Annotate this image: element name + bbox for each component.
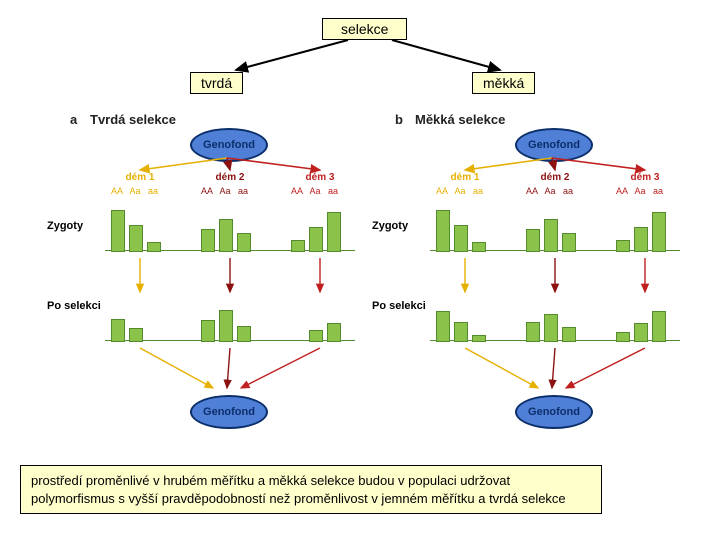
panel-b-po-dem3-bar3 bbox=[652, 311, 666, 342]
panel-a-po-dem1-bar1 bbox=[111, 319, 125, 342]
panel-b-zygoty-dem3-bar1 bbox=[616, 240, 630, 253]
panel-a-dem2-geno-Aa: Aa bbox=[219, 186, 231, 196]
panel-b-po-dem1-bar2 bbox=[454, 322, 468, 342]
panel-b-arrow-po-bot-1 bbox=[465, 348, 538, 388]
panel-a-zygoty-dem3-bar1 bbox=[291, 240, 305, 253]
panel-b-dem1-label: dém 1 bbox=[430, 172, 500, 183]
panel-b-letter: b bbox=[395, 112, 403, 127]
panel-a-dem1-label: dém 1 bbox=[105, 172, 175, 183]
panel-a-dem3-geno-AA: AA bbox=[291, 186, 303, 196]
panel-b-po-dem1-bar3 bbox=[472, 335, 486, 342]
panel-a-dem2-geno-aa: aa bbox=[237, 186, 249, 196]
panel-a-po-dem1-bar2 bbox=[129, 328, 143, 342]
panel-b-dem3-geno-AA: AA bbox=[616, 186, 628, 196]
panel-b-zygoty-dem3-bar2 bbox=[634, 227, 648, 252]
panel-a-dem3-geno-aa: aa bbox=[327, 186, 339, 196]
panel-a-dem1-geno-aa: aa bbox=[147, 186, 159, 196]
panel-b-dem1-geno-AA: AA bbox=[436, 186, 448, 196]
header-left: tvrdá bbox=[190, 72, 243, 94]
panel-b-dem2-label: dém 2 bbox=[520, 172, 590, 183]
panel-b-dem3-geno-Aa: Aa bbox=[634, 186, 646, 196]
header-title: selekce bbox=[322, 18, 407, 40]
panel-a-po-dem3-bar3 bbox=[327, 323, 341, 342]
panel-a-po-dem2-bar1 bbox=[201, 320, 215, 342]
panel-a-zygoty-dem2-bar3 bbox=[237, 233, 251, 252]
panel-b-zygoty-dem2-bar1 bbox=[526, 229, 540, 252]
panel-a-dem1-geno-AA: AA bbox=[111, 186, 123, 196]
panel-a-po-dem3-bar2 bbox=[309, 330, 323, 343]
header-right: měkká bbox=[472, 72, 535, 94]
panel-b-dem3-label: dém 3 bbox=[610, 172, 680, 183]
panel-b-po-dem3-bar2 bbox=[634, 323, 648, 342]
panel-b-po-dem2-bar3 bbox=[562, 327, 576, 342]
panel-a-row-poselekci: Po selekci bbox=[47, 300, 101, 312]
panel-b-dem1-geno-aa: aa bbox=[472, 186, 484, 196]
panel-a-po-dem2-bar3 bbox=[237, 326, 251, 342]
panel-b-zygoty-dem1-bar2 bbox=[454, 225, 468, 252]
panel-a-zygoty-dem1-bar3 bbox=[147, 242, 161, 252]
panel-a-zygoty-dem3-bar3 bbox=[327, 212, 341, 252]
panel-a-genofond-top: Genofond bbox=[190, 128, 268, 162]
panel-a-arrow-po-bot-1 bbox=[140, 348, 213, 388]
panel-a-po-dem2-bar2 bbox=[219, 310, 233, 342]
panel-b-zygoty-dem2-bar3 bbox=[562, 233, 576, 252]
panel-b-genofond-top: Genofond bbox=[515, 128, 593, 162]
header-arrow-0 bbox=[236, 40, 348, 70]
panel-a-arrow-po-bot-3 bbox=[241, 348, 320, 388]
panel-b-arrow-po-bot-3 bbox=[566, 348, 645, 388]
panel-b-row-zygoty: Zygoty bbox=[372, 220, 408, 232]
panel-b-dem1-geno-Aa: Aa bbox=[454, 186, 466, 196]
panel-b-po-dem1-bar1 bbox=[436, 311, 450, 342]
panel-a-zygoty-dem1-bar2 bbox=[129, 225, 143, 252]
panel-b-po-dem2-bar1 bbox=[526, 322, 540, 342]
panel-a-zygoty-dem2-bar1 bbox=[201, 229, 215, 252]
panel-b-dem2-geno-AA: AA bbox=[526, 186, 538, 196]
panel-b-row-poselekci: Po selekci bbox=[372, 300, 426, 312]
panel-a-letter: a bbox=[70, 112, 77, 127]
panel-b-dem2-geno-aa: aa bbox=[562, 186, 574, 196]
panel-a-dem1-geno-Aa: Aa bbox=[129, 186, 141, 196]
panel-b-dem2-geno-Aa: Aa bbox=[544, 186, 556, 196]
panel-a-dem2-geno-AA: AA bbox=[201, 186, 213, 196]
header-arrow-1 bbox=[392, 40, 500, 70]
panel-b-zygoty-dem1-bar1 bbox=[436, 210, 450, 252]
panel-b-po-dem2-bar2 bbox=[544, 314, 558, 342]
panel-b-zygoty-dem1-bar3 bbox=[472, 242, 486, 252]
panel-b-zygoty-dem3-bar3 bbox=[652, 212, 666, 252]
footnote: prostředí proměnlivé v hrubém měřítku a … bbox=[20, 465, 602, 514]
panel-a-genofond-bottom: Genofond bbox=[190, 395, 268, 429]
panel-b-dem3-geno-aa: aa bbox=[652, 186, 664, 196]
panel-b-arrow-po-bot-2 bbox=[552, 348, 555, 388]
panel-a-dem3-label: dém 3 bbox=[285, 172, 355, 183]
panel-b-genofond-bottom: Genofond bbox=[515, 395, 593, 429]
panel-a-zygoty-dem1-bar1 bbox=[111, 210, 125, 252]
panel-a-arrow-po-bot-2 bbox=[227, 348, 230, 388]
panel-a-row-zygoty: Zygoty bbox=[47, 220, 83, 232]
panel-b-title: Měkká selekce bbox=[415, 112, 505, 127]
panel-a-dem2-label: dém 2 bbox=[195, 172, 265, 183]
panel-a-dem3-geno-Aa: Aa bbox=[309, 186, 321, 196]
panel-b-zygoty-dem2-bar2 bbox=[544, 219, 558, 253]
panel-a-title: Tvrdá selekce bbox=[90, 112, 176, 127]
panel-a-zygoty-dem2-bar2 bbox=[219, 219, 233, 253]
panel-a-zygoty-dem3-bar2 bbox=[309, 227, 323, 252]
panel-b-po-dem3-bar1 bbox=[616, 332, 630, 342]
